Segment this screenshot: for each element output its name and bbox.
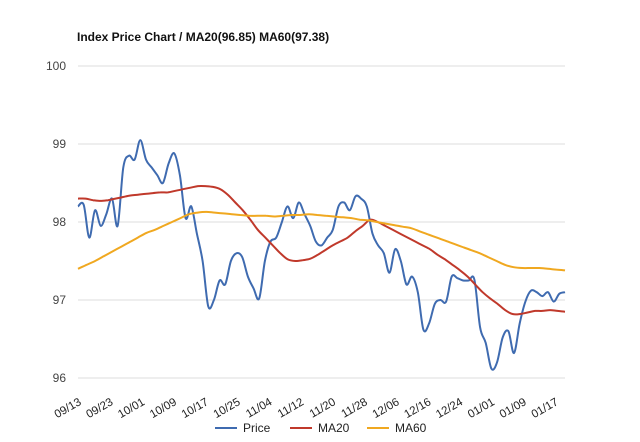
x-tick-label: 12/06 [371,396,402,421]
x-tick-label: 10/25 [212,396,243,421]
x-tick-label: 11/12 [276,396,306,420]
y-tick-label: 96 [53,371,67,385]
x-tick-label: 10/01 [116,396,147,421]
series-lines [77,139,566,371]
x-tick-label: 12/24 [434,396,465,421]
chart-title: Index Price Chart / MA20(96.85) MA60(97.… [77,30,330,44]
x-tick-label: 10/17 [180,396,211,421]
series-line-ma20 [77,184,566,316]
series-line-ma60 [77,210,566,272]
x-tick-label: 12/16 [402,396,433,421]
y-tick-label: 100 [46,59,66,73]
x-tick-label: 01/01 [466,396,497,421]
y-tick-label: 99 [53,137,67,151]
x-tick-label: 11/04 [244,396,275,421]
legend: Price MA20 MA60 [215,421,427,435]
x-tick-labels: 09/13 09/23 10/01 10/09 10/17 10/25 11/04 11/12… [53,396,561,421]
x-tick-label: 01/09 [498,396,529,421]
x-tick-label: 11/28 [340,396,370,420]
x-tick-label: 11/20 [308,396,338,420]
legend-label: MA20 [318,421,350,435]
x-tick-label: 10/09 [148,396,179,421]
y-tick-label: 97 [53,293,67,307]
x-tick-label: 09/13 [53,396,84,421]
y-tick-labels: 96 97 98 99 100 [46,59,66,385]
series-line-price [77,139,566,371]
grid-lines [78,65,565,379]
legend-label: MA60 [395,421,427,435]
legend-label: Price [243,421,271,435]
y-tick-label: 98 [53,215,67,229]
x-tick-label: 01/17 [530,396,561,421]
x-tick-label: 09/23 [84,396,115,421]
